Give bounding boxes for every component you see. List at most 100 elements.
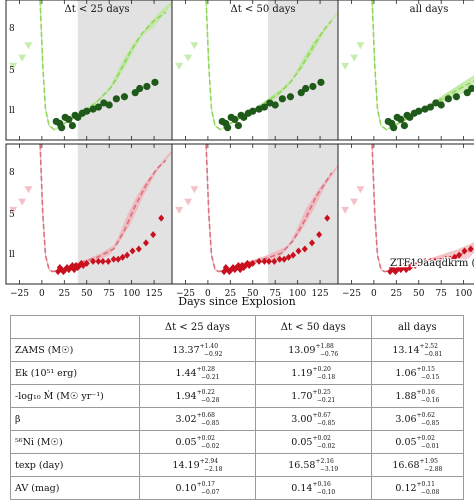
data-point: [105, 257, 112, 265]
parameter-value: 1.94+0.22−0.28: [139, 384, 256, 408]
data-point: [142, 239, 149, 247]
x-tick-label: 125: [311, 289, 328, 299]
light-curve-figure: Δt < 25 days Δt < 50 days all days ZTF19aaq…: [5, 0, 474, 308]
model-curve: [39, 144, 172, 273]
parameter-value: 0.05+0.02−0.02: [254, 430, 372, 454]
data-point: [119, 253, 126, 261]
x-tick-label: 25: [391, 289, 403, 299]
data-point: [83, 259, 90, 267]
parameter-value: 0.12+0.11−0.08: [370, 476, 465, 500]
data-point: [456, 251, 463, 259]
table-row: β 3.02+0.68−0.85 3.00+0.67−0.85 3.06+0.62−0…: [10, 407, 465, 431]
data-point: [256, 257, 263, 265]
data-point: [271, 257, 278, 265]
x-tick-label: 100: [455, 289, 472, 299]
data-point: [105, 101, 113, 109]
x-tick-label: 25: [59, 289, 71, 299]
x-tick-label: −25: [342, 289, 361, 299]
x-tick-label: 125: [145, 289, 162, 299]
data-point: [110, 255, 117, 263]
data-point: [290, 251, 297, 259]
model-median-curve: [371, 0, 474, 131]
upper-limit-marker: [341, 62, 350, 70]
data-point: [271, 101, 279, 109]
parameter-name: β: [10, 407, 140, 431]
parameter-value: 14.19+2.94−2.18: [139, 453, 256, 477]
parameter-value: 16.58+2.16−3.19: [254, 453, 372, 477]
data-point: [150, 231, 157, 239]
model-median-curve: [39, 0, 167, 131]
upper-limit-marker: [190, 42, 199, 50]
panel-frame: [337, 143, 474, 285]
data-point: [467, 245, 474, 253]
table-row: texp (day) 14.19+2.94−2.18 16.58+2.16−3.19…: [10, 453, 465, 477]
parameter-value: 1.44+0.28−0.21: [139, 361, 256, 385]
upper-limit-marker: [24, 186, 33, 194]
data-point: [316, 231, 323, 239]
data-point: [447, 255, 454, 263]
upper-limit-marker: [190, 186, 199, 194]
data-point: [261, 257, 268, 265]
parameter-name: Ek (10⁵¹ erg): [10, 361, 140, 385]
panel-label: ZTF19aaqdkrm (SN 20: [390, 258, 474, 269]
data-point: [452, 93, 461, 101]
data-point: [99, 257, 106, 265]
parameter-value: 3.06+0.62−0.85: [370, 407, 465, 431]
data-point: [309, 82, 317, 91]
x-tick-label: −25: [176, 289, 195, 299]
x-tick-label: 50: [413, 289, 425, 299]
upper-limit-marker: [175, 206, 184, 214]
data-point: [427, 257, 434, 265]
data-point: [431, 257, 438, 265]
y-tick-label: ll: [9, 250, 15, 260]
x-tick-label: 100: [123, 289, 140, 299]
data-point: [135, 245, 142, 253]
parameter-name: ⁵⁶Ni (M☉): [10, 430, 140, 454]
parameter-value: 1.19+0.20−0.18: [254, 361, 372, 385]
parameter-value: 1.06+0.15−0.15: [370, 361, 465, 385]
upper-limit-marker: [9, 62, 18, 70]
x-tick-label: 50: [247, 289, 259, 299]
data-point: [317, 78, 325, 86]
data-point: [65, 115, 73, 124]
y-tick-label: ll: [9, 106, 15, 116]
upper-limit-marker: [356, 186, 365, 194]
data-point: [224, 124, 232, 132]
table-row: Ek (10⁵¹ erg) 1.44+0.28−0.21 1.19+0.20−0.1…: [10, 361, 465, 385]
upper-limit-marker: [341, 206, 350, 214]
table-header-cell: Δt < 25 days: [139, 315, 256, 339]
parameter-value: 1.70+0.25−0.21: [254, 384, 372, 408]
data-point: [437, 101, 445, 109]
panel-1-1: [175, 144, 338, 284]
y-tick-label: 5: [9, 210, 15, 220]
data-point: [302, 84, 310, 93]
upper-limit-marker: [184, 198, 193, 206]
data-point: [249, 107, 257, 115]
data-point: [422, 257, 429, 265]
parameter-name: texp (day): [10, 453, 140, 477]
panel-frame: [337, 0, 474, 141]
data-point: [112, 95, 120, 103]
table-header-row: Δt < 25 days Δt < 50 days all days: [10, 315, 465, 339]
data-point: [143, 82, 151, 91]
parameter-table: Δt < 25 days Δt < 50 days all days ZAMS (M…: [10, 315, 465, 500]
data-point: [415, 259, 422, 267]
panel-1-0: [9, 144, 172, 284]
data-point: [90, 257, 97, 265]
x-tick-label: 50: [81, 289, 93, 299]
parameter-value: 13.37+1.40−0.92: [139, 338, 256, 362]
parameter-value: 3.00+0.67−0.85: [254, 407, 372, 431]
parameter-value: 1.88+0.16−0.16: [370, 384, 465, 408]
data-point: [444, 95, 452, 103]
x-tick-labels: −25 0 25 50 75 100 125 −25 0 25 50 75 100 125 −25 0 25 50…: [10, 289, 473, 299]
data-point: [281, 255, 288, 263]
data-point: [129, 247, 136, 255]
data-point: [68, 121, 76, 130]
data-point: [461, 247, 468, 255]
parameter-name: AV (mag): [10, 476, 140, 500]
fit-excluded-region: [268, 0, 338, 140]
data-point: [276, 255, 283, 263]
x-tick-label: 0: [371, 289, 377, 299]
data-point: [120, 93, 129, 101]
x-tick-label: 0: [39, 289, 45, 299]
